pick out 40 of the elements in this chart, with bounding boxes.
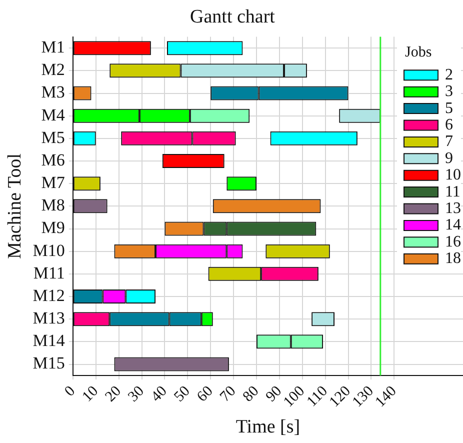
x-tick-label: 0: [62, 383, 79, 400]
y-tick-label: M6: [41, 150, 65, 170]
legend-label: 3: [445, 83, 453, 100]
x-tick-label: 70: [217, 383, 240, 406]
y-tick-label: M12: [32, 286, 65, 305]
x-axis-title: Time [s]: [236, 416, 300, 438]
legend-label: 5: [445, 100, 453, 117]
y-tick-label: M2: [41, 60, 65, 80]
legend-label: 2: [445, 66, 453, 84]
legend-label: 13: [445, 200, 461, 217]
legend-label: 18: [445, 250, 461, 268]
x-tick-label: 40: [148, 383, 170, 406]
x-tick-label: 50: [171, 383, 194, 406]
legend-label: 10: [445, 166, 461, 184]
x-tick-label: 60: [194, 383, 216, 406]
y-tick-label: M13: [32, 308, 65, 328]
y-tick-label: M1: [41, 38, 65, 57]
legend-label: 7: [445, 133, 453, 150]
y-tick-label: M8: [41, 196, 65, 215]
legend-label: 14: [445, 216, 461, 234]
y-tick-label: M11: [33, 263, 65, 282]
x-tick-label: 10: [80, 383, 102, 406]
x-tick-label: 20: [102, 383, 124, 406]
x-tick-label: 30: [125, 383, 148, 406]
y-tick-label: M14: [32, 331, 66, 350]
y-tick-label: M5: [41, 128, 65, 147]
legend-label: 11: [445, 183, 460, 200]
chart-title: Gantt chart: [190, 6, 276, 28]
legend-label: 9: [445, 150, 453, 167]
legend-label: 6: [445, 116, 453, 134]
legend-title: Jobs: [405, 44, 432, 61]
x-tick-label: 80: [240, 383, 262, 406]
y-tick-label: M9: [41, 218, 65, 238]
legend-label: 16: [445, 233, 461, 250]
y-tick-label: M15: [32, 354, 65, 373]
y-tick-label: M10: [32, 240, 65, 260]
y-tick-label: M4: [41, 105, 66, 124]
y-tick-label: M3: [41, 82, 65, 102]
y-axis-title: Machine Tool: [4, 153, 26, 259]
y-tick-label: M7: [41, 173, 66, 192]
